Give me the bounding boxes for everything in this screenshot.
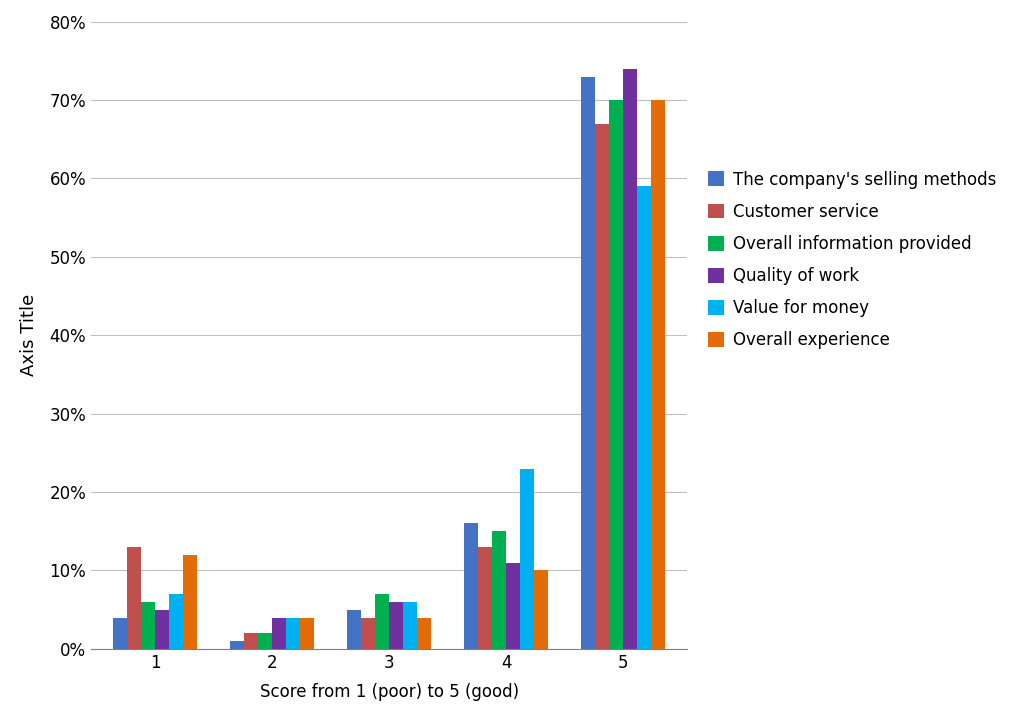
Bar [492, 531, 507, 649]
Bar [375, 594, 389, 649]
Bar [418, 617, 432, 649]
Y-axis label: Axis Title: Axis Title [20, 294, 38, 376]
Bar [507, 562, 521, 649]
Bar [464, 523, 478, 649]
Bar [272, 617, 286, 649]
Bar [623, 68, 637, 649]
Bar [258, 633, 272, 649]
Bar [127, 547, 142, 649]
Bar [170, 594, 183, 649]
Bar [113, 617, 127, 649]
Bar [286, 617, 300, 649]
Bar [389, 602, 403, 649]
Bar [231, 641, 245, 649]
Bar [403, 602, 418, 649]
X-axis label: Score from 1 (poor) to 5 (good): Score from 1 (poor) to 5 (good) [260, 683, 519, 701]
Bar [245, 633, 258, 649]
Bar [581, 76, 595, 649]
Bar [361, 617, 375, 649]
Bar [300, 617, 314, 649]
Legend: The company's selling methods, Customer service, Overall information provided, Q: The company's selling methods, Customer … [708, 171, 996, 350]
Bar [609, 100, 623, 649]
Bar [478, 547, 492, 649]
Bar [347, 610, 361, 649]
Bar [534, 570, 548, 649]
Bar [637, 186, 651, 649]
Bar [521, 469, 534, 649]
Bar [142, 602, 156, 649]
Bar [156, 610, 170, 649]
Bar [595, 123, 609, 649]
Bar [651, 100, 665, 649]
Bar [183, 555, 197, 649]
